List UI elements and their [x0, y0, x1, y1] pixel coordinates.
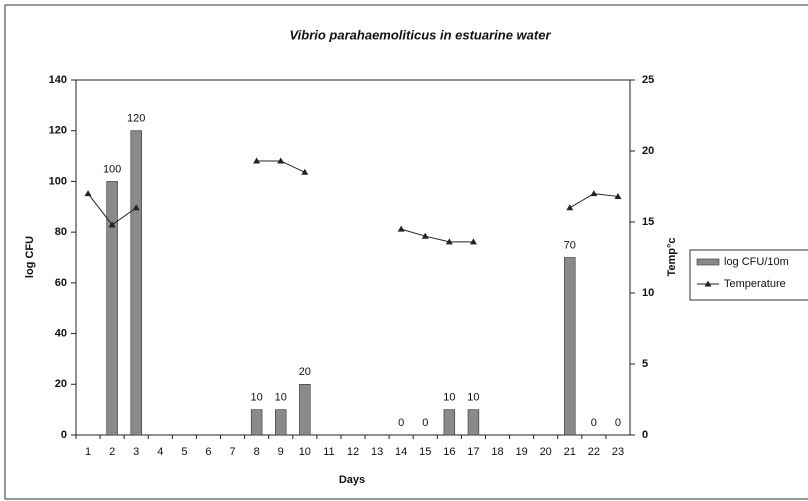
y2-tick-label: 0: [642, 429, 648, 441]
x-tick-label: 20: [540, 446, 552, 458]
line-marker: [590, 190, 598, 197]
data-label: 0: [422, 417, 428, 429]
x-tick-label: 19: [515, 446, 527, 458]
bar: [443, 409, 456, 436]
x-tick-label: 3: [133, 446, 139, 458]
y2-axis-title: Temp°c: [666, 237, 678, 276]
data-label: 100: [103, 163, 121, 175]
y-tick-label: 120: [49, 125, 67, 137]
x-tick-label: 21: [564, 446, 576, 458]
data-label: 10: [251, 392, 263, 404]
x-tick-label: 13: [371, 446, 383, 458]
line-marker: [108, 221, 116, 228]
data-label: 0: [591, 417, 597, 429]
bar: [250, 409, 263, 436]
x-tick-label: 23: [612, 446, 624, 458]
data-label: 0: [398, 417, 404, 429]
x-tick-label: 14: [395, 446, 407, 458]
y-axis-title: log CFU: [24, 236, 36, 278]
line-marker: [421, 232, 429, 239]
chart-frame: [4, 4, 808, 500]
y-tick-label: 60: [55, 277, 67, 289]
chart-title: Vibrio parahaemoliticus in estuarine wat…: [289, 27, 551, 42]
line-marker: [566, 204, 574, 211]
data-label: 20: [299, 366, 311, 378]
x-tick-label: 7: [230, 446, 236, 458]
y-tick-label: 40: [55, 327, 67, 339]
data-label: 10: [275, 392, 287, 404]
bar: [130, 130, 142, 436]
y-tick-label: 140: [49, 74, 67, 86]
y2-tick-label: 15: [642, 216, 654, 228]
x-tick-label: 1: [85, 446, 91, 458]
data-label: 0: [615, 417, 621, 429]
y2-tick-label: 5: [642, 358, 648, 370]
legend-label: log CFU/10m: [724, 256, 789, 268]
legend-label: Temperature: [724, 278, 786, 290]
x-tick-label: 6: [205, 446, 211, 458]
data-label: 70: [564, 239, 576, 251]
y-tick-label: 100: [49, 175, 67, 187]
x-tick-label: 18: [491, 446, 503, 458]
line-marker: [445, 238, 453, 245]
legend-swatch: [704, 280, 712, 287]
y-tick-label: 20: [55, 378, 67, 390]
y2-tick-label: 25: [642, 74, 654, 86]
x-axis-title: Days: [339, 474, 365, 486]
bar: [299, 383, 311, 436]
x-tick-label: 17: [467, 446, 479, 458]
data-label: 120: [127, 113, 145, 125]
x-tick-label: 4: [157, 446, 163, 458]
line-marker: [132, 204, 140, 211]
line-marker: [614, 192, 622, 199]
bar: [275, 409, 287, 436]
x-tick-label: 16: [443, 446, 455, 458]
y2-tick-label: 10: [642, 287, 654, 299]
x-tick-label: 15: [419, 446, 431, 458]
bar: [106, 181, 118, 436]
x-tick-label: 22: [588, 446, 600, 458]
x-tick-label: 9: [278, 446, 284, 458]
line-marker: [253, 157, 261, 164]
y-tick-label: 0: [61, 429, 67, 441]
x-tick-label: 11: [323, 446, 334, 458]
line-marker: [301, 168, 309, 175]
line-marker: [397, 225, 405, 232]
x-tick-label: 12: [347, 446, 359, 458]
x-tick-label: 10: [299, 446, 311, 458]
x-tick-label: 2: [109, 446, 115, 458]
y-tick-label: 80: [55, 226, 67, 238]
line-marker: [277, 157, 285, 164]
bar: [467, 409, 480, 436]
bar: [564, 257, 576, 436]
y2-tick-label: 20: [642, 145, 654, 157]
line-marker: [84, 190, 92, 197]
legend-box: [689, 249, 808, 301]
x-tick-label: 8: [254, 446, 260, 458]
legend-swatch: [696, 258, 720, 266]
data-label: 10: [443, 392, 455, 404]
line-marker: [469, 238, 477, 245]
data-label: 10: [467, 392, 479, 404]
x-tick-label: 5: [181, 446, 187, 458]
